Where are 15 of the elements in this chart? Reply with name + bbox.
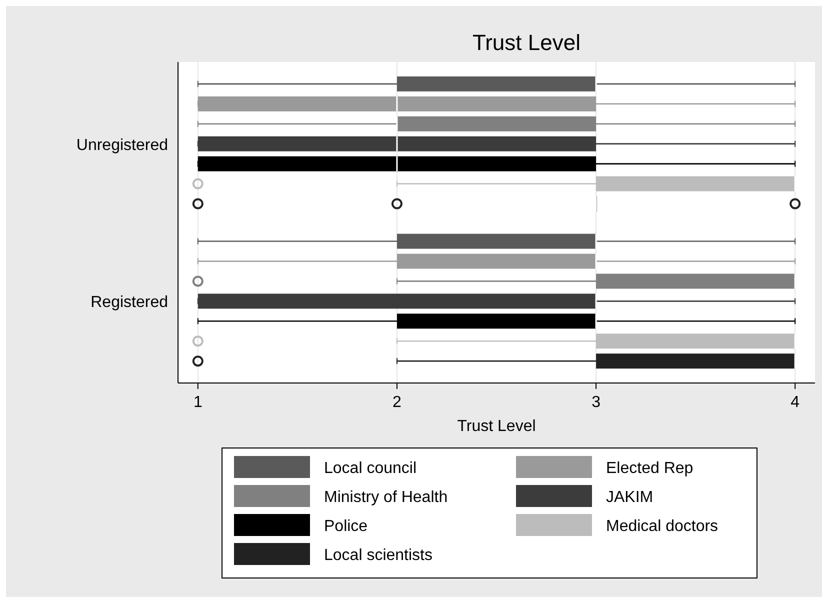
legend-label: Local council [324, 460, 416, 477]
legend-label: Local scientists [324, 547, 432, 564]
legend-label: JAKIM [606, 489, 654, 506]
legend-label: Elected Rep [606, 460, 694, 477]
x-tick-label: 1 [193, 394, 202, 411]
x-tick-label: 3 [592, 394, 601, 411]
x-tick-label: 2 [392, 394, 402, 411]
y-tick-label: Unregistered [76, 136, 168, 154]
legend-label: Ministry of Health [324, 489, 448, 506]
legend-label: Medical doctors [606, 518, 718, 535]
chart-title: Trust Level [472, 30, 581, 55]
x-tick-label: 4 [790, 394, 800, 411]
x-axis-title: Trust Level [457, 418, 536, 435]
legend-label: Police [324, 518, 368, 535]
y-tick-label: Registered [90, 294, 168, 312]
